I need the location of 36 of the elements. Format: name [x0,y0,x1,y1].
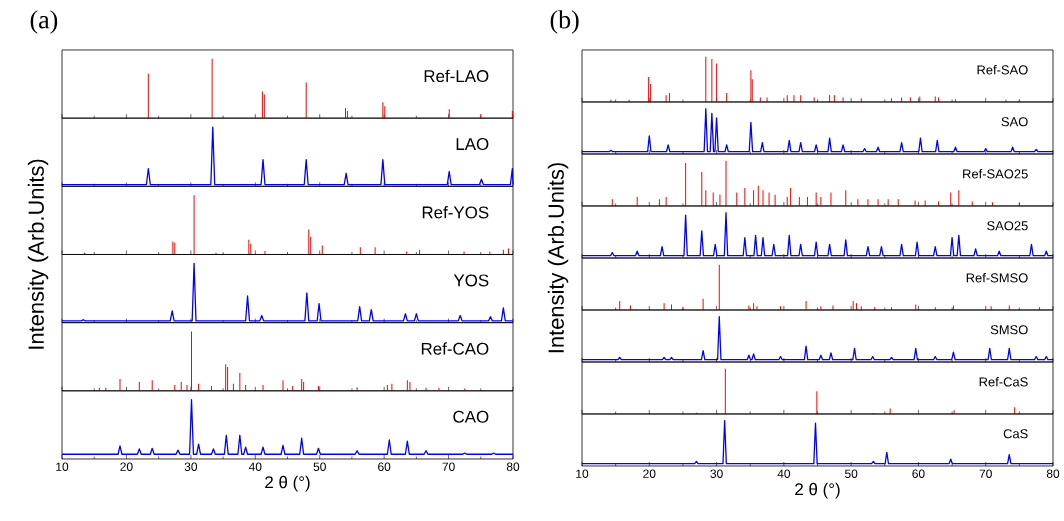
x-tick-label: 10 [56,462,69,471]
x-tick-label: 80 [506,462,520,471]
x-tick-label: 20 [120,462,133,471]
series-label: SAO [1001,117,1028,127]
series-label: CaS [1003,429,1028,439]
series-label: SMSO [990,325,1028,335]
series-label: Ref-CAO [421,342,489,355]
text: Ref-SAO [977,64,1028,75]
x-axis-title: 2 θ (°) [795,482,840,499]
series-label: Ref-YOS [422,206,489,219]
series-label: CAO [453,410,489,423]
x-tick-label: 70 [979,469,992,478]
x-tick-label: 60 [912,469,925,478]
x-tick-label: 40 [248,462,262,471]
x-tick-label: 60 [378,462,391,471]
x-tick-label: 20 [643,469,656,478]
series-label: Ref-SAO25 [963,168,1028,179]
chart-title: (a) [30,10,58,34]
x-tick-label: 70 [442,462,455,471]
x-tick-label: 30 [710,469,723,478]
y-axis-title: Intensity (Arb.Units) [547,163,569,353]
x-tick-label: 10 [576,469,589,478]
series-label: YOS [453,274,489,287]
x-tick-label: 30 [184,462,198,471]
y-axis-title: Intensity (Arb.Units) [27,159,49,349]
x-tick-label: 50 [313,462,326,471]
series-label: LAO [456,138,489,151]
x-tick-label: 80 [1046,469,1060,478]
series-label: SAO25 [987,221,1028,231]
x-tick-label: 50 [844,469,858,478]
chart-title: (b) [550,10,579,34]
series-label: Ref-LAO [424,69,489,83]
x-axis-title: 2 θ (°) [265,475,310,492]
series-label: Ref-CaS [979,376,1028,387]
x-tick-label: 40 [777,469,791,478]
text: Ref-SMSO [966,272,1028,283]
